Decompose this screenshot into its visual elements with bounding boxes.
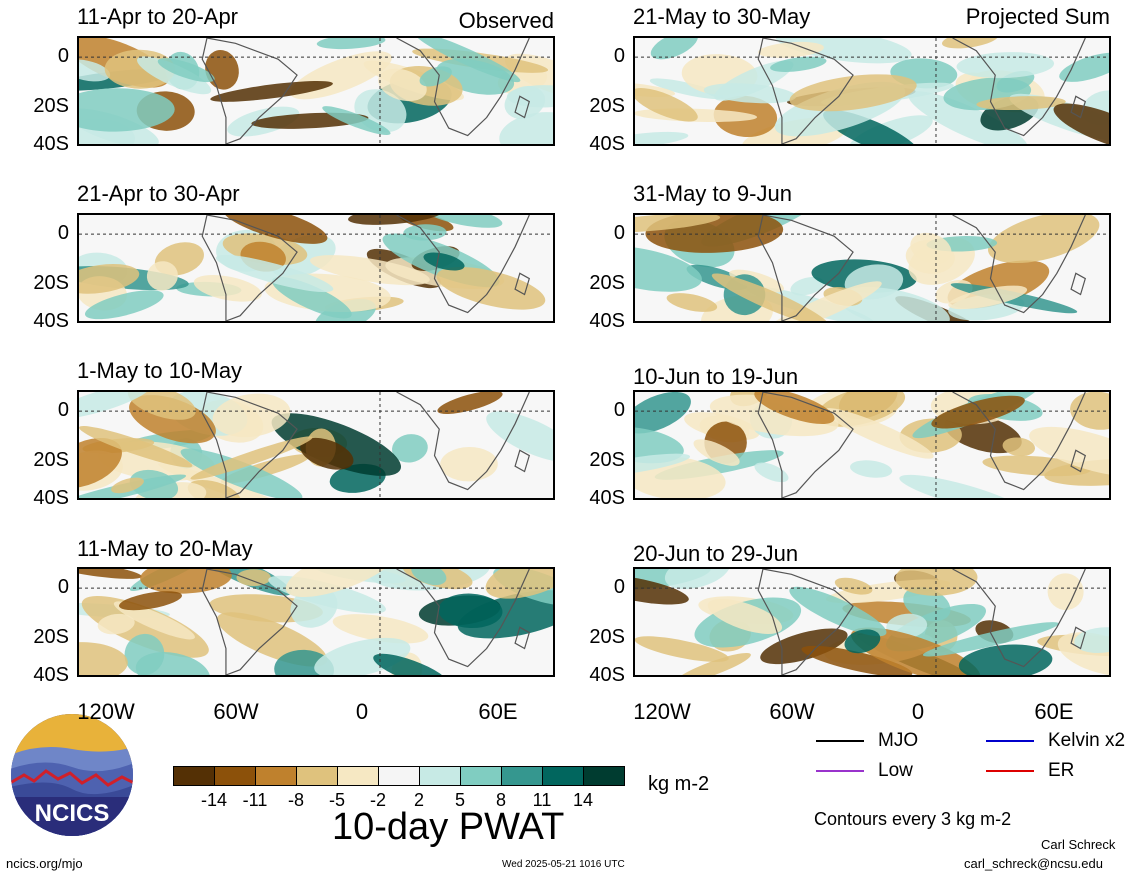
legend-line-1 (986, 739, 1034, 742)
right-panel-ytick-0-2: 40S (589, 133, 625, 155)
colorbar-swatch-0 (173, 766, 215, 786)
left-panel-ytick-1-1: 20S (33, 272, 69, 295)
colorbar-swatch-5 (378, 766, 420, 786)
xtick-0-1: 60W (213, 699, 259, 724)
right-panel-map-3 (633, 567, 1111, 677)
left-panel-ytick-0-1: 20S (33, 95, 69, 118)
colorbar-swatch-9 (542, 766, 584, 786)
legend-item-mjo: MJO (816, 731, 918, 750)
right-panel-ytick-2-2: 40S (589, 487, 625, 509)
left-panel-title-2: 1-May to 10-May (77, 358, 243, 383)
legend-label-2: Low (878, 760, 913, 781)
legend-item-kelvin-x2: Kelvin x2 (986, 731, 1125, 750)
site-url: ncics.org/mjo (6, 856, 83, 871)
left-panel-title-0: 11-Apr to 20-Apr (77, 4, 239, 29)
right-panel-ytick-0-1: 20S (589, 95, 625, 118)
legend-label-0: MJO (878, 730, 919, 751)
left-panel-ytick-1-0: 0 (57, 221, 69, 244)
right-panel-map-0 (633, 36, 1111, 146)
colorbar-swatch-4 (337, 766, 379, 786)
right-panel-title-3: 20-Jun to 29-Jun (633, 541, 799, 566)
left-panel-ytick-2-0: 0 (57, 398, 69, 421)
observed-header: Observed (458, 8, 554, 33)
left-panel-map-0 (77, 36, 555, 146)
timestamp: Wed 2025-05-21 1016 UTC (502, 859, 625, 870)
legend-label-3: ER (1048, 760, 1075, 781)
colorbar-label-8: 11 (532, 790, 552, 810)
left-panel-map-1 (77, 213, 555, 323)
colorbar-swatch-3 (296, 766, 338, 786)
left-panel-map-2 (77, 390, 555, 500)
legend-item-er: ER (986, 761, 1074, 780)
right-panel-ytick-1-0: 0 (613, 221, 625, 244)
projected-header: Projected Sum (965, 4, 1110, 29)
legend-line-2 (816, 769, 864, 772)
colorbar-swatch-8 (501, 766, 543, 786)
colorbar-label-3: -5 (328, 790, 345, 810)
right-panel-ytick-3-2: 40S (589, 664, 625, 686)
left-panel-title-1: 21-Apr to 30-Apr (77, 181, 240, 206)
colorbar-unit: kg m-2 (648, 773, 710, 795)
colorbar-label-9: 14 (572, 790, 594, 810)
left-panel-ytick-0-2: 40S (33, 133, 69, 155)
xtick-1-2: 0 (911, 699, 925, 724)
left-panel-ytick-0-0: 0 (57, 44, 69, 67)
right-panel-ytick-3-1: 20S (589, 626, 625, 649)
colorbar-swatch-2 (255, 766, 297, 786)
logo-text: NCICS (35, 800, 110, 827)
colorbar-label-1: -11 (242, 790, 268, 810)
chart-title: 10-day PWAT (332, 806, 565, 848)
xtick-0-2: 0 (355, 699, 369, 724)
xtick-1-0: 120W (633, 699, 691, 724)
colorbar-label-2: -8 (287, 790, 304, 810)
colorbar-swatch-10 (583, 766, 625, 786)
left-panel-map-3 (77, 567, 555, 677)
legend-item-low: Low (816, 761, 913, 780)
colorbar-label-7: 8 (495, 790, 506, 810)
right-panel-map-1 (633, 213, 1111, 323)
xtick-0-0: 120W (77, 699, 135, 724)
left-panel-ytick-2-2: 40S (33, 487, 69, 509)
colorbar-label-4: -2 (369, 790, 386, 810)
author: Carl Schreck (1041, 837, 1116, 852)
legend-line-0 (816, 739, 864, 742)
right-panel-ytick-2-1: 20S (589, 449, 625, 472)
colorbar-swatch-7 (460, 766, 502, 786)
right-panel-map-2 (633, 390, 1111, 500)
xtick-1-3: 60E (1034, 699, 1074, 724)
colorbar-swatch-1 (214, 766, 256, 786)
right-panel-title-0: 21-May to 30-May (633, 4, 811, 29)
right-panel-ytick-1-1: 20S (589, 272, 625, 295)
left-panel-ytick-1-2: 40S (33, 310, 69, 332)
left-panel-ytick-3-2: 40S (33, 664, 69, 686)
colorbar-label-6: 5 (454, 790, 465, 810)
left-panel-title-3: 11-May to 20-May (77, 536, 253, 561)
right-panel-title-2: 10-Jun to 19-Jun (633, 364, 799, 389)
left-panel-ytick-3-1: 20S (33, 626, 69, 649)
xtick-0-3: 60E (478, 699, 518, 724)
right-panel-ytick-1-2: 40S (589, 310, 625, 332)
contour-note: Contours every 3 kg m-2 (814, 809, 1012, 829)
right-panel-ytick-3-0: 0 (613, 575, 625, 598)
colorbar-label-5: 2 (413, 790, 424, 810)
left-panel-ytick-2-1: 20S (33, 449, 69, 472)
xtick-1-1: 60W (769, 699, 815, 724)
right-panel-ytick-2-0: 0 (613, 398, 625, 421)
right-panel-title-1: 31-May to 9-Jun (633, 181, 792, 206)
right-panel-ytick-0-0: 0 (613, 44, 625, 67)
left-panel-ytick-3-0: 0 (57, 575, 69, 598)
author-email: carl_schreck@ncsu.edu (964, 856, 1103, 871)
colorbar-label-0: -14 (200, 790, 227, 810)
ncics-logo: NCICS (10, 713, 134, 837)
legend-line-3 (986, 769, 1034, 772)
legend-label-1: Kelvin x2 (1048, 730, 1126, 751)
colorbar-swatch-6 (419, 766, 461, 786)
